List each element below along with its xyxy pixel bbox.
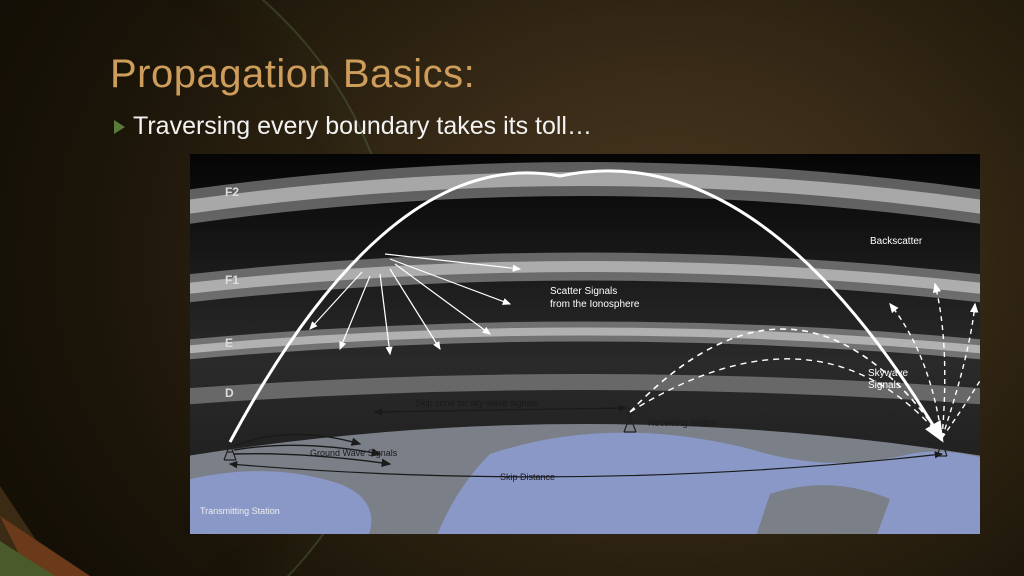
slide-title: Propagation Basics: — [110, 52, 475, 97]
receiving-label: Receiving Station — [648, 418, 718, 428]
transmitting-label: Transmitting Station — [200, 506, 280, 516]
layer-label-f1: F1 — [225, 273, 239, 287]
layer-label-f2: F2 — [225, 185, 239, 199]
skip-distance-label: Skip Distance — [500, 472, 555, 482]
backscatter-label: Backscatter — [870, 236, 923, 247]
diagram-svg: F2 F1 E D Scatter Signals from the Ionos… — [190, 154, 980, 534]
ground-wave-label: Ground Wave Signals — [310, 448, 398, 458]
scatter-label-2: from the Ionosphere — [550, 299, 640, 310]
bullet-row: Traversing every boundary takes its toll… — [114, 112, 592, 141]
layer-label-d: D — [225, 386, 234, 400]
bullet-text: Traversing every boundary takes its toll… — [133, 112, 592, 141]
earth — [190, 424, 980, 534]
skywave-label-1: Skywave — [868, 368, 908, 379]
layer-label-e: E — [225, 336, 233, 350]
skywave-label-2: Signals — [868, 380, 901, 391]
corner-accent — [0, 446, 130, 576]
skip-zone-arrow: Skip zone for sky-wave signals — [375, 398, 626, 412]
propagation-diagram: F2 F1 E D Scatter Signals from the Ionos… — [190, 154, 980, 534]
skip-zone-label: Skip zone for sky-wave signals — [415, 398, 539, 408]
scatter-label-1: Scatter Signals — [550, 286, 617, 297]
bullet-arrow-icon — [114, 120, 125, 134]
backscatter-rays — [890, 284, 980, 438]
